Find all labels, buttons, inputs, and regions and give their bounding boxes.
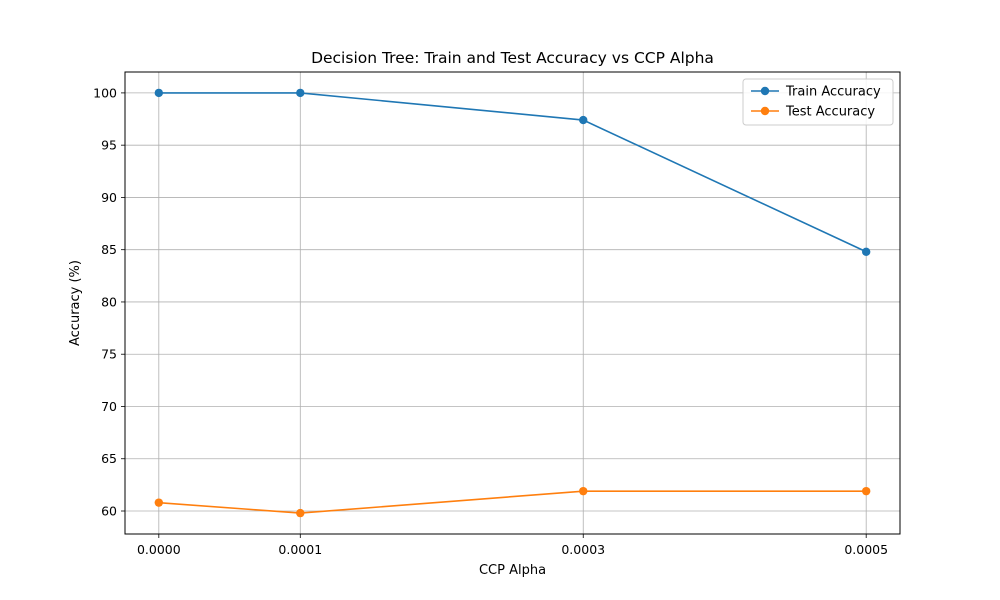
- y-tick-label: 75: [101, 347, 117, 362]
- test-accuracy-point: [861, 486, 871, 496]
- series-layer: [154, 88, 871, 518]
- test-accuracy-point: [579, 486, 588, 496]
- chart-title: Decision Tree: Train and Test Accuracy v…: [311, 49, 714, 67]
- series-train-accuracy: [154, 88, 871, 256]
- plot-frame: [124, 71, 901, 535]
- grid: [125, 72, 900, 534]
- y-tick-label: 65: [101, 451, 117, 466]
- ticks: 0.0000 0.0001 0.0003 0.0005 60 65 70 75 80 85 90 95…: [93, 85, 888, 557]
- x-tick-label: 0.0003: [561, 542, 605, 557]
- legend-box: [742, 78, 894, 126]
- x-tick-label: 0.0001: [278, 542, 322, 557]
- test-accuracy-line: [158, 490, 867, 514]
- train-accuracy-point: [579, 115, 588, 125]
- legend-train-accuracy-label: Train Accuracy: [785, 85, 881, 100]
- test-accuracy-point: [296, 508, 305, 518]
- series-test-accuracy: [154, 486, 871, 518]
- train-accuracy-line: [158, 92, 867, 253]
- x-tick-label: 0.0000: [137, 542, 181, 557]
- y-tick-label: 85: [101, 242, 117, 257]
- y-tick-label: 70: [101, 399, 117, 414]
- legend-test-accuracy-label: Test Accuracy: [785, 105, 875, 120]
- train-accuracy-point: [861, 247, 871, 256]
- y-tick-label: 60: [101, 504, 117, 519]
- y-axis-label: Accuracy (%): [68, 260, 83, 346]
- legend-test-accuracy-marker: [760, 106, 770, 116]
- train-accuracy-point: [296, 88, 305, 98]
- y-tick-label: 95: [101, 138, 117, 153]
- legend-train-accuracy-marker: [760, 86, 770, 96]
- y-tick-label: 100: [93, 85, 117, 100]
- test-accuracy-point: [154, 498, 164, 507]
- train-accuracy-point: [154, 88, 164, 98]
- legend: Train Accuracy Test Accuracy: [742, 78, 894, 126]
- y-tick-label: 90: [101, 190, 117, 205]
- y-tick-label: 80: [101, 294, 117, 309]
- x-axis-label: CCP Alpha: [479, 563, 546, 578]
- x-tick-label: 0.0005: [844, 542, 888, 557]
